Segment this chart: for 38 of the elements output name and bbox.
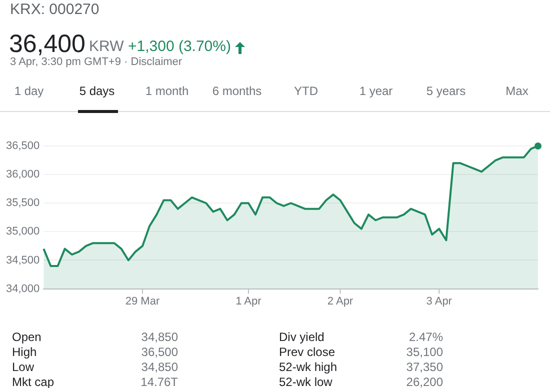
text: 14.76T — [140, 375, 178, 388]
text: Div yield — [279, 330, 324, 344]
x-tick-label: 3 Apr — [426, 295, 452, 308]
text: 34,850 — [141, 330, 178, 344]
text: 52-wk high — [279, 360, 338, 374]
text: 52-wk low — [279, 375, 332, 388]
text: 1 month — [145, 84, 189, 98]
text: Prev close — [279, 345, 336, 359]
text: 6 months — [212, 84, 262, 98]
y-tick-label: 34,000 — [6, 282, 40, 295]
text: 1 year — [359, 84, 393, 98]
text: High — [12, 345, 37, 359]
chart-title: KRX: 000270 — [10, 1, 100, 18]
text: 5 years — [426, 84, 466, 98]
text: 3 Apr, 3:30 pm GMT+9 · Disclaimer — [10, 56, 182, 68]
x-tick-label: 29 Mar — [125, 295, 160, 308]
text: 36,400 — [9, 30, 86, 58]
x-tick-label: 2 Apr — [327, 295, 354, 308]
y-tick-label: 34,500 — [6, 254, 40, 266]
y-tick-label: 36,000 — [6, 168, 40, 181]
x-tick-label: 1 Apr — [236, 295, 262, 308]
y-tick-label: 35,000 — [6, 226, 40, 238]
text: 37,350 — [406, 360, 443, 374]
text: 26,200 — [406, 375, 443, 388]
text: 5 days — [79, 84, 115, 98]
text: 2.47% — [408, 330, 443, 344]
text: 34,850 — [141, 360, 178, 374]
text: KRW — [89, 38, 124, 55]
text: 35,100 — [406, 345, 443, 359]
text: Open — [12, 330, 42, 344]
text: +1,300 (3.70%) — [128, 38, 231, 55]
text: YTD — [294, 84, 318, 98]
y-tick-label: 35,500 — [6, 197, 40, 210]
text: Low — [12, 360, 34, 374]
y-tick-label: 36,500 — [6, 140, 40, 152]
text: 1 day — [14, 84, 44, 98]
text: 36,500 — [141, 345, 178, 359]
text: Max — [506, 84, 528, 98]
